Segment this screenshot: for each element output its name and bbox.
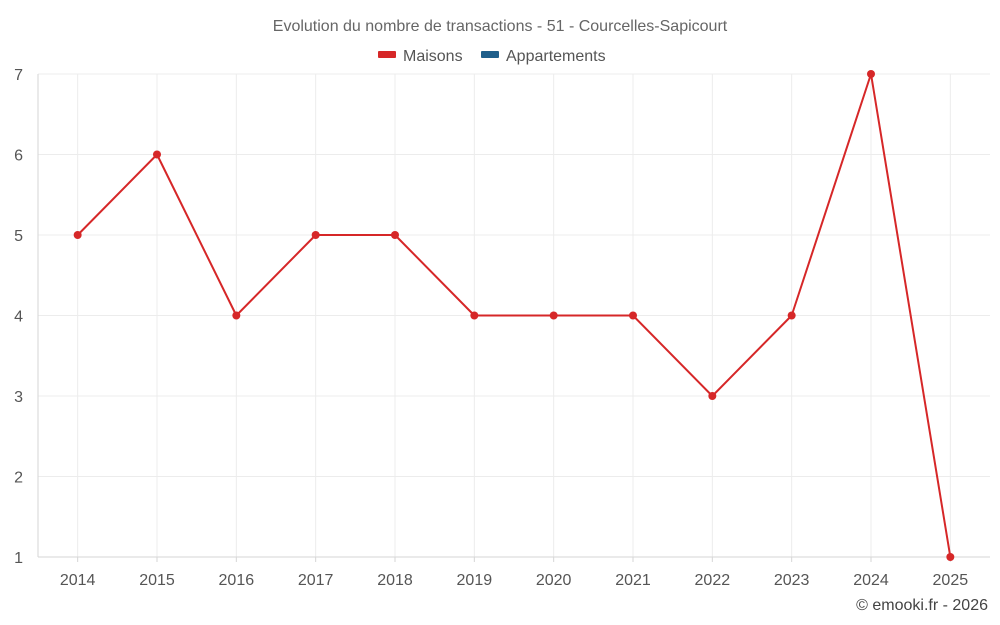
legend-swatch-appartements xyxy=(481,51,499,58)
data-point-maisons-2022[interactable] xyxy=(708,392,717,400)
axes: 1 2 3 4 5 6 7 2014 2015 2016 2017 2018 2019 2020 2021 2… xyxy=(14,67,990,589)
y-tick-label: 2 xyxy=(14,470,23,487)
legend-swatch-maisons xyxy=(378,51,396,58)
data-point-maisons-2025[interactable] xyxy=(946,553,955,561)
legend-item-appartements[interactable]: Appartements xyxy=(481,48,606,65)
legend-item-maisons[interactable]: Maisons xyxy=(378,48,463,65)
data-point-maisons-2015[interactable] xyxy=(153,150,161,159)
legend[interactable]: Maisons Appartements xyxy=(378,48,606,65)
series-line-maisons xyxy=(76,73,952,558)
x-tick-label: 2022 xyxy=(695,572,731,589)
y-tick-label: 3 xyxy=(14,389,23,406)
x-tick-label: 2018 xyxy=(377,572,413,589)
y-tick-label: 4 xyxy=(14,309,23,326)
data-point-maisons-2018[interactable] xyxy=(391,231,399,239)
x-tick-label: 2017 xyxy=(298,572,334,589)
x-tick-label: 2021 xyxy=(615,572,651,589)
x-tick-label: 2025 xyxy=(933,572,969,589)
y-tick-label: 1 xyxy=(14,550,23,567)
data-point-maisons-2019[interactable] xyxy=(470,311,479,320)
x-tick-label: 2019 xyxy=(457,572,493,589)
data-point-maisons-2020[interactable] xyxy=(549,311,558,320)
data-point-maisons-2024[interactable] xyxy=(867,70,875,78)
legend-label-maisons: Maisons xyxy=(403,48,463,65)
x-tick-label: 2023 xyxy=(774,572,810,589)
chart-title: Evolution du nombre de transactions - 51… xyxy=(273,18,728,35)
x-tick-label: 2024 xyxy=(853,572,889,589)
credit-text: © emooki.fr - 2026 xyxy=(856,597,988,614)
data-point-maisons-2021[interactable] xyxy=(629,311,637,320)
data-point-maisons-2014[interactable] xyxy=(73,231,82,239)
series-maisons xyxy=(73,70,955,561)
data-point-maisons-2023[interactable] xyxy=(787,311,796,320)
x-tick-label: 2016 xyxy=(219,572,255,589)
x-tick-label: 2020 xyxy=(536,572,572,589)
data-point-maisons-2016[interactable] xyxy=(232,311,241,320)
x-tick-label: 2015 xyxy=(139,572,175,589)
y-tick-label: 5 xyxy=(14,228,23,245)
x-tick-label: 2014 xyxy=(60,572,96,589)
legend-label-appartements: Appartements xyxy=(506,48,606,65)
y-tick-label: 7 xyxy=(14,67,23,84)
y-tick-label: 6 xyxy=(14,148,23,165)
data-point-maisons-2017[interactable] xyxy=(311,231,320,239)
